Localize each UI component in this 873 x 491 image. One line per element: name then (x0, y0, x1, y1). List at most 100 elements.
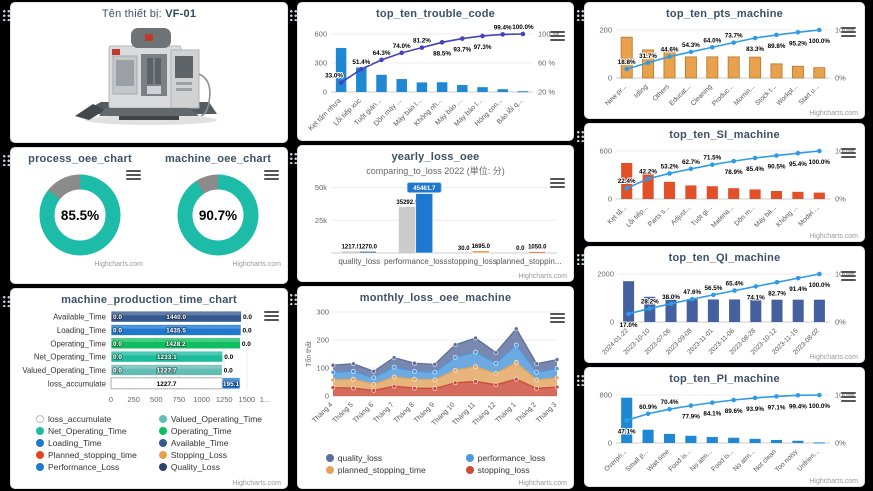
highcharts-credits[interactable]: Highcharts.com (809, 478, 858, 485)
bar[interactable] (623, 281, 635, 322)
bar[interactable] (684, 56, 697, 79)
bar[interactable] (771, 299, 783, 322)
legend-item[interactable]: Stopping_Loss (158, 449, 262, 461)
data-point[interactable] (432, 377, 438, 383)
donut-value-slice[interactable] (39, 174, 121, 256)
bar[interactable] (770, 191, 783, 199)
line-point[interactable] (624, 185, 629, 191)
line-point[interactable] (688, 403, 694, 408)
drag-handle[interactable] (288, 292, 297, 305)
data-point[interactable] (371, 369, 377, 374)
data-point[interactable] (391, 383, 397, 389)
line-point[interactable] (795, 30, 801, 35)
bar-segment[interactable] (110, 364, 223, 376)
data-point[interactable] (513, 326, 519, 332)
legend-item[interactable]: Loading_Time (35, 437, 137, 449)
data-point[interactable] (473, 349, 478, 355)
line-point[interactable] (460, 36, 465, 41)
data-point[interactable] (493, 371, 499, 376)
line-point[interactable] (774, 32, 779, 38)
line-point[interactable] (817, 271, 822, 277)
line-point[interactable] (817, 27, 822, 33)
bar[interactable] (706, 186, 718, 199)
line-point[interactable] (379, 57, 384, 63)
line-point[interactable] (667, 406, 672, 412)
line-point[interactable] (774, 394, 779, 399)
line-point[interactable] (645, 411, 651, 417)
data-point[interactable] (351, 385, 356, 391)
bar[interactable] (727, 56, 740, 79)
highcharts-credits[interactable]: Highcharts.com (232, 480, 281, 487)
bar[interactable] (706, 437, 718, 443)
data-point[interactable] (534, 361, 539, 367)
bar[interactable] (620, 36, 633, 79)
chart-context-menu-button[interactable] (264, 170, 279, 182)
data-point[interactable] (473, 379, 478, 384)
bar[interactable] (728, 188, 740, 199)
line-point[interactable] (711, 292, 716, 298)
data-point[interactable] (330, 385, 336, 390)
line-point[interactable] (647, 306, 653, 311)
drag-handle[interactable] (575, 252, 584, 265)
line-point[interactable] (774, 280, 780, 285)
line-point[interactable] (520, 31, 526, 37)
line-point[interactable] (710, 162, 715, 167)
data-point[interactable] (554, 357, 560, 362)
donut-value-slice[interactable] (177, 174, 259, 256)
data-point[interactable] (432, 362, 438, 367)
bar[interactable] (685, 435, 697, 443)
legend-item[interactable]: Performance_Loss (35, 461, 137, 473)
line-point[interactable] (752, 35, 758, 41)
drag-handle[interactable] (1, 153, 10, 166)
bar-prev[interactable] (342, 251, 360, 253)
data-point[interactable] (391, 355, 397, 360)
data-point[interactable] (452, 367, 458, 373)
bar[interactable] (813, 442, 825, 444)
line-point[interactable] (667, 171, 672, 176)
highcharts-credits[interactable]: Highcharts.com (94, 261, 143, 268)
data-point[interactable] (371, 375, 377, 381)
data-point[interactable] (432, 369, 438, 375)
line-point[interactable] (645, 176, 651, 182)
data-point[interactable] (452, 380, 458, 386)
bar-segment[interactable] (110, 337, 241, 350)
chart-context-menu-button[interactable] (264, 311, 279, 323)
data-point[interactable] (493, 350, 499, 355)
line-point[interactable] (645, 60, 651, 66)
highcharts-credits[interactable]: Highcharts.com (809, 233, 858, 240)
highcharts-credits[interactable]: Highcharts.com (518, 480, 567, 487)
data-point[interactable] (412, 369, 417, 374)
chart-context-menu-button[interactable] (841, 271, 856, 283)
data-point[interactable] (351, 369, 356, 374)
bar[interactable] (770, 439, 783, 443)
highcharts-credits[interactable]: Highcharts.com (518, 273, 567, 280)
bar[interactable] (335, 48, 347, 92)
data-point[interactable] (452, 355, 458, 360)
data-point[interactable] (351, 361, 356, 367)
bar[interactable] (642, 174, 654, 199)
bar[interactable] (750, 299, 762, 322)
chart-context-menu-button[interactable] (841, 27, 856, 39)
line-point[interactable] (338, 80, 344, 85)
data-point[interactable] (432, 386, 438, 391)
data-point[interactable] (330, 369, 336, 375)
bar[interactable] (517, 91, 529, 93)
chart-context-menu-button[interactable] (841, 392, 856, 404)
bar[interactable] (477, 87, 488, 92)
data-point[interactable] (371, 381, 377, 387)
bar[interactable] (663, 49, 676, 79)
bar[interactable] (749, 189, 761, 199)
data-point[interactable] (534, 369, 539, 375)
highcharts-credits[interactable]: Highcharts.com (809, 110, 858, 117)
chart-context-menu-button[interactable] (550, 313, 565, 325)
data-point[interactable] (473, 364, 478, 369)
legend-item[interactable]: planned_stopping_time (325, 464, 426, 476)
bar[interactable] (686, 299, 698, 322)
bar-prev[interactable] (398, 206, 416, 253)
bar[interactable] (663, 181, 676, 199)
legend-item[interactable]: Quality_Loss (158, 461, 262, 473)
line-point[interactable] (419, 45, 425, 50)
highcharts-credits[interactable]: Highcharts.com (809, 354, 858, 361)
line-point[interactable] (817, 392, 822, 398)
bar-prev[interactable] (455, 252, 473, 254)
